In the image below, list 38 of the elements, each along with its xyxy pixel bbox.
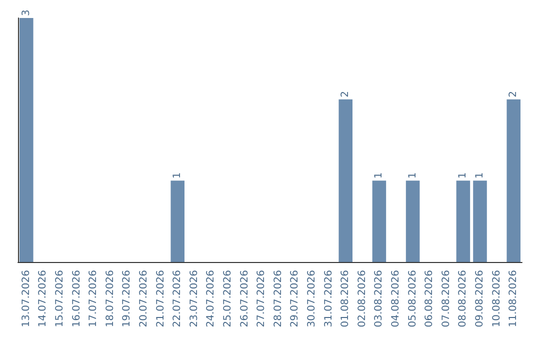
x-tick-label: 22.07.2026 [172,270,184,328]
data-label: 1 [474,172,486,179]
data-label: 1 [374,172,385,179]
x-tick-label: 31.07.2026 [323,270,334,328]
data-label: 1 [172,172,184,179]
x-tick-label: 07.08.2026 [440,270,452,328]
x-tick-label: 09.08.2026 [474,270,486,328]
x-tick-label: 20.07.2026 [138,270,150,328]
x-tick-label: 08.08.2026 [458,270,469,328]
x-tick-label: 04.08.2026 [390,270,402,328]
x-tick-label: 28.07.2026 [272,270,284,328]
data-label: 2 [508,90,520,98]
data-label: 1 [458,172,469,179]
x-tick-label: 15.07.2026 [54,270,66,328]
data-label: 3 [20,10,32,16]
x-tick-label: 03.08.2026 [374,270,385,328]
x-tick-label: 05.08.2026 [407,270,418,328]
x-tick-label: 06.08.2026 [424,270,436,328]
data-label: 2 [340,90,352,98]
x-tick-label: 17.07.2026 [88,270,100,328]
x-tick-label: 24.07.2026 [206,270,217,328]
x-tick-label: 10.08.2026 [491,270,502,328]
x-tick-label: 25.07.2026 [222,270,234,328]
x-tick-label: 02.08.2026 [356,270,368,328]
x-tick-label: 29.07.2026 [290,270,301,328]
x-tick-label: 14.07.2026 [38,270,49,328]
x-tick-label: 16.07.2026 [71,270,82,328]
data-label: 1 [407,172,418,179]
x-tick-label: 27.07.2026 [256,270,268,328]
x-tick-label: 30.07.2026 [306,270,318,328]
x-tick-label: 23.07.2026 [188,270,200,328]
x-tick-label: 19.07.2026 [122,270,133,328]
x-tick-label: 26.07.2026 [239,270,250,328]
x-tick-label: 13.07.2026 [20,270,32,328]
x-tick-label: 01.08.2026 [340,270,352,328]
x-tick-label: 21.07.2026 [155,270,166,328]
x-tick-label: 18.07.2026 [104,270,116,328]
x-tick-label: 11.08.2026 [508,270,520,328]
